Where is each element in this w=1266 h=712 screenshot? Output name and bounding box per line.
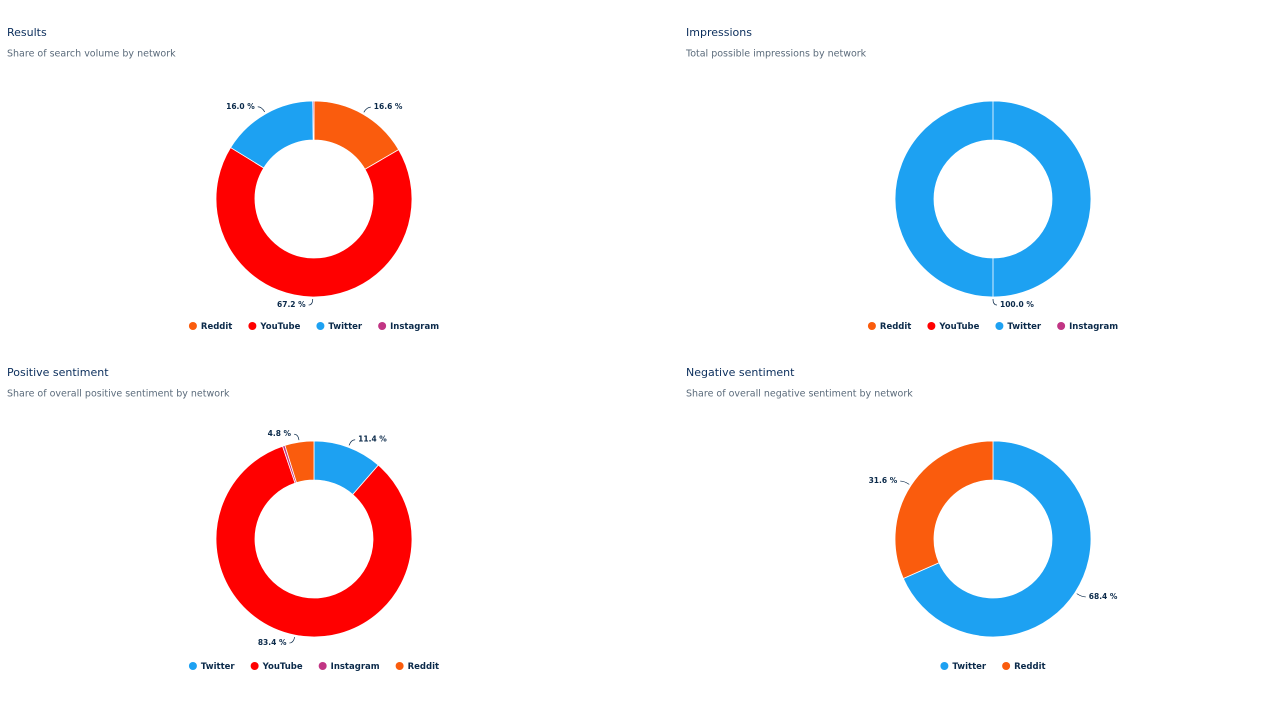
- data-label: 4.8 %: [268, 429, 292, 438]
- legend-marker: [188, 662, 197, 670]
- legend-label: Twitter: [952, 662, 987, 672]
- data-label: 31.6 %: [869, 476, 898, 485]
- legend-marker: [1057, 322, 1066, 330]
- chart-title: Impressions: [686, 26, 752, 39]
- chart-subtitle: Share of search volume by network: [7, 49, 176, 60]
- chart-subtitle: Total possible impressions by network: [685, 49, 867, 60]
- legend-marker: [188, 322, 197, 330]
- donut-slice: [215, 146, 413, 298]
- data-label: 83.4 %: [258, 638, 287, 647]
- chart-subtitle: Share of overall negative sentiment by n…: [686, 389, 913, 400]
- legend-label: Reddit: [1014, 662, 1045, 672]
- label-connector: [308, 298, 314, 306]
- label-connector: [1076, 593, 1086, 598]
- chart-title: Positive sentiment: [7, 366, 109, 379]
- legend-label: Reddit: [880, 322, 911, 332]
- donut-slice: [284, 440, 315, 484]
- label-connector: [289, 637, 295, 644]
- donut-slice: [894, 100, 1092, 298]
- chart-subtitle: Share of overall positive sentiment by n…: [7, 389, 230, 400]
- legend-marker: [867, 322, 876, 330]
- legend-label: Twitter: [1007, 322, 1042, 332]
- legend-marker: [1002, 662, 1011, 670]
- donut-slice: [902, 440, 1092, 638]
- legend-label: Reddit: [201, 322, 232, 332]
- legend-label: YouTube: [262, 662, 303, 672]
- legend-marker: [927, 322, 936, 330]
- legend-marker: [395, 662, 404, 670]
- legend-marker: [250, 662, 259, 670]
- data-label: 100.0 %: [1000, 300, 1034, 309]
- chart-title: Results: [7, 26, 47, 39]
- legend-label: Reddit: [408, 662, 439, 672]
- data-label: 67.2 %: [277, 300, 306, 309]
- legend-label: Instagram: [331, 662, 380, 672]
- legend-marker: [318, 662, 327, 670]
- legend-marker: [378, 322, 387, 330]
- label-connector: [294, 433, 300, 441]
- legend-label: YouTube: [259, 322, 300, 332]
- label-connector: [363, 106, 371, 113]
- legend-label: Instagram: [390, 322, 439, 332]
- data-label: 16.6 %: [374, 102, 403, 111]
- donut-slice: [215, 445, 413, 638]
- legend-label: YouTube: [938, 322, 979, 332]
- legend-label: Instagram: [1069, 322, 1118, 332]
- legend-label: Twitter: [201, 662, 236, 672]
- donut-slice: [312, 100, 315, 141]
- label-connector: [257, 106, 266, 113]
- label-connector: [992, 298, 998, 306]
- legend-marker: [248, 322, 257, 330]
- legend-marker: [995, 322, 1004, 330]
- legend-label: Twitter: [328, 322, 363, 332]
- chart-title: Negative sentiment: [686, 366, 795, 379]
- data-label: 16.0 %: [226, 102, 255, 111]
- legend-marker: [316, 322, 325, 330]
- label-connector: [900, 480, 910, 485]
- legend-marker: [940, 662, 949, 670]
- data-label: 11.4 %: [358, 435, 387, 444]
- data-label: 68.4 %: [1089, 592, 1118, 601]
- donut-slice: [894, 440, 994, 580]
- label-connector: [348, 439, 356, 446]
